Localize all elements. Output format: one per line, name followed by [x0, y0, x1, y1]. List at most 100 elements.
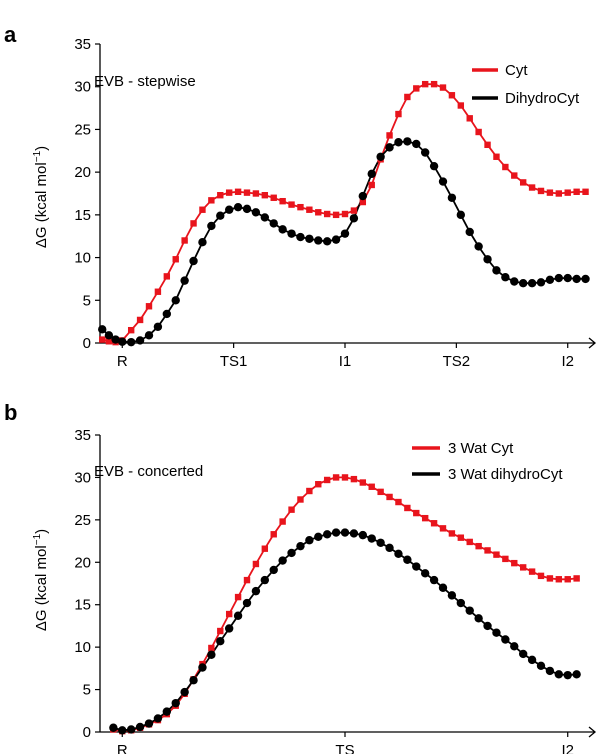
tick-labels: 0 5 10 15 20 25 30 35 R TS I2 — [74, 427, 574, 754]
data-point-cyt — [457, 102, 465, 109]
data-point-dihydrocyt — [104, 331, 114, 340]
axes — [95, 434, 597, 738]
data-point-cyt — [484, 141, 491, 149]
data-point-3-wat-dihydrocyt — [394, 549, 403, 558]
data-point-3-wat-cyt — [279, 518, 286, 525]
data-point-dihydrocyt — [322, 237, 332, 246]
data-point-dihydrocyt — [314, 236, 323, 245]
data-point-dihydrocyt — [287, 229, 296, 238]
data-point-3-wat-cyt — [439, 525, 447, 532]
data-point-dihydrocyt — [331, 235, 341, 244]
data-point-dihydrocyt — [501, 273, 510, 282]
data-point-cyt — [528, 184, 536, 191]
y-axis-label: ΔG (kcal mol−1) — [32, 529, 50, 631]
data-point-cyt — [243, 189, 251, 196]
panel-label: a — [4, 22, 17, 47]
data-point-3-wat-dihydrocyt — [554, 670, 564, 679]
data-point-dihydrocyt — [118, 337, 127, 346]
legend-label-3-wat-dihydrocyt: 3 Wat dihydroCyt — [448, 466, 563, 483]
y-tick-label: 25 — [74, 512, 91, 529]
data-point-3-wat-dihydrocyt — [358, 530, 368, 540]
data-point-cyt — [439, 84, 447, 91]
data-point-3-wat-dihydrocyt — [492, 628, 501, 637]
data-point-cyt — [511, 172, 518, 179]
data-point-3-wat-dihydrocyt — [367, 534, 376, 543]
data-point-3-wat-cyt — [395, 498, 402, 506]
data-point-dihydrocyt — [581, 274, 590, 284]
data-point-cyt — [288, 201, 295, 208]
data-point-3-wat-cyt — [519, 564, 527, 571]
data-point-3-wat-dihydrocyt — [349, 529, 359, 538]
data-point-dihydrocyt — [233, 202, 243, 212]
x-axis-arrow — [588, 726, 597, 738]
data-point-cyt — [368, 181, 375, 189]
data-point-cyt — [582, 188, 589, 195]
data-point-cyt — [341, 210, 349, 218]
y-tick-label: 20 — [74, 554, 91, 571]
y-tick-label: 25 — [74, 121, 91, 138]
x-tick-label: I2 — [561, 353, 574, 370]
data-point-dihydrocyt — [242, 204, 252, 214]
data-point-dihydrocyt — [420, 148, 430, 157]
data-point-3-wat-cyt — [270, 531, 277, 538]
data-point-dihydrocyt — [126, 337, 136, 347]
data-point-3-wat-dihydrocyt — [474, 614, 483, 623]
data-point-3-wat-dihydrocyt — [144, 719, 154, 728]
data-point-3-wat-cyt — [546, 575, 554, 582]
data-point-cyt — [359, 198, 367, 206]
data-point-3-wat-cyt — [306, 487, 313, 495]
data-point-dihydrocyt — [111, 335, 120, 344]
data-point-3-wat-cyt — [386, 493, 393, 501]
data-point-3-wat-cyt — [484, 547, 491, 554]
data-point-3-wat-cyt — [252, 560, 260, 568]
data-point-3-wat-dihydrocyt — [563, 670, 572, 680]
data-point-3-wat-cyt — [466, 538, 473, 546]
data-point-3-wat-dihydrocyt — [162, 707, 172, 716]
data-point-3-wat-cyt — [573, 575, 580, 582]
x-tick-label: I2 — [561, 742, 574, 754]
data-point-dihydrocyt — [536, 278, 546, 287]
data-point-cyt — [136, 316, 144, 324]
data-point-3-wat-cyt — [208, 644, 215, 652]
data-point-3-wat-dihydrocyt — [207, 650, 216, 659]
data-point-3-wat-cyt — [368, 483, 375, 490]
data-point-cyt — [421, 80, 429, 88]
data-point-cyt — [190, 220, 197, 227]
data-point-dihydrocyt — [296, 232, 305, 242]
x-axis-arrow — [588, 337, 597, 349]
data-point-dihydrocyt — [474, 242, 483, 251]
data-point-cyt — [199, 206, 206, 213]
data-point-3-wat-cyt — [528, 568, 536, 575]
data-point-dihydrocyt — [260, 213, 270, 222]
data-point-3-wat-dihydrocyt — [501, 635, 510, 644]
y-tick-label: 15 — [74, 207, 91, 224]
legend-label-3-wat-cyt: 3 Wat Cyt — [448, 440, 514, 457]
data-point-3-wat-dihydrocyt — [376, 538, 385, 547]
data-point-3-wat-dihydrocyt — [510, 642, 519, 651]
data-point-cyt — [493, 153, 500, 160]
data-point-3-wat-dihydrocyt — [233, 611, 243, 620]
data-point-dihydrocyt — [162, 309, 172, 319]
data-point-dihydrocyt — [465, 227, 474, 237]
data-point-3-wat-cyt — [350, 475, 358, 483]
data-point-3-wat-dihydrocyt — [153, 714, 163, 723]
data-point-3-wat-dihydrocyt — [109, 723, 118, 732]
data-point-dihydrocyt — [394, 138, 403, 147]
data-point-cyt — [297, 203, 304, 211]
data-point-3-wat-dihydrocyt — [118, 726, 127, 735]
data-point-3-wat-cyt — [448, 530, 456, 537]
series-markers — [109, 474, 581, 735]
panel-b: b EVB - concerted ΔG (kcal mol−1) 0 5 10 15… — [4, 400, 597, 754]
data-point-3-wat-dihydrocyt — [438, 583, 448, 592]
data-point-cyt — [332, 211, 340, 219]
data-point-3-wat-dihydrocyt — [429, 575, 439, 585]
data-point-dihydrocyt — [180, 276, 189, 285]
y-tick-label: 0 — [83, 724, 91, 741]
data-point-3-wat-cyt — [225, 610, 233, 618]
chart-annotation: EVB - concerted — [94, 463, 203, 480]
data-point-dihydrocyt — [545, 275, 555, 284]
data-point-3-wat-dihydrocyt — [242, 598, 252, 608]
data-point-3-wat-dihydrocyt — [296, 541, 305, 551]
data-point-dihydrocyt — [438, 177, 448, 186]
data-point-3-wat-dihydrocyt — [278, 556, 287, 565]
